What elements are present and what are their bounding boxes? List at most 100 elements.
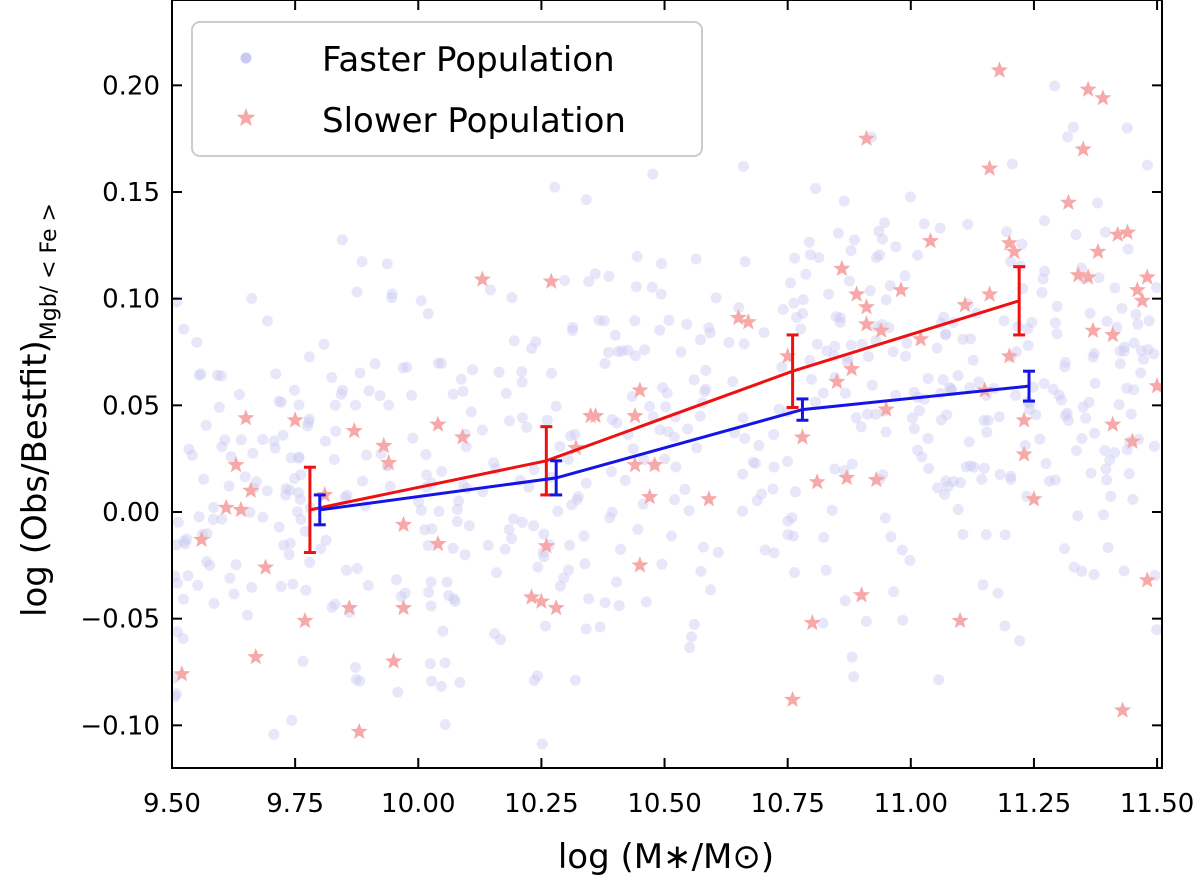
faster-point	[1024, 404, 1036, 416]
faster-point	[1047, 383, 1059, 395]
faster-point	[506, 292, 518, 304]
faster-point	[811, 338, 823, 350]
slower-point	[641, 488, 659, 505]
faster-point	[1049, 317, 1061, 329]
faster-point	[992, 587, 1004, 599]
faster-point	[482, 539, 494, 551]
faster-point	[940, 329, 952, 341]
slower-point	[1015, 411, 1033, 428]
faster-point	[1135, 345, 1147, 356]
faster-point	[855, 421, 867, 433]
faster-point	[1062, 131, 1074, 143]
faster-point	[172, 688, 182, 700]
slower-point	[1025, 490, 1043, 507]
faster-point	[244, 506, 256, 518]
faster-point	[879, 217, 891, 229]
faster-point	[467, 364, 478, 376]
slower-point	[242, 481, 260, 498]
series-line	[319, 384, 1030, 512]
faster-point	[797, 294, 809, 306]
faster-point	[846, 651, 858, 663]
faster-point	[832, 227, 844, 239]
faster-point	[594, 621, 606, 633]
faster-point	[804, 355, 816, 366]
y-tick-label: 0.20	[102, 71, 160, 101]
faster-point	[688, 618, 700, 630]
faster-point	[178, 593, 189, 605]
faster-point	[284, 537, 296, 549]
faster-point	[401, 361, 413, 373]
faster-point	[631, 250, 643, 262]
faster-point	[351, 286, 363, 298]
faster-point	[939, 488, 950, 500]
faster-point	[654, 424, 666, 436]
faster-point	[443, 590, 455, 601]
faster-point	[999, 529, 1011, 541]
faster-point	[426, 675, 438, 687]
faster-point	[273, 521, 285, 533]
faster-point	[293, 399, 305, 411]
faster-point	[922, 372, 934, 384]
faster-point	[349, 661, 361, 673]
slower-point	[990, 61, 1008, 78]
faster-point	[233, 388, 245, 400]
slower-point	[1079, 268, 1097, 285]
faster-point	[201, 528, 213, 540]
faster-point	[904, 554, 916, 566]
faster-point	[318, 338, 330, 350]
slower-point	[1123, 432, 1141, 449]
faster-point	[880, 426, 892, 438]
faster-point	[1089, 378, 1101, 389]
faster-population-scatter	[172, 80, 1162, 750]
faster-point	[789, 567, 801, 578]
faster-point	[1067, 121, 1079, 133]
faster-point	[540, 620, 552, 632]
faster-point	[1043, 475, 1055, 487]
faster-point	[791, 312, 802, 323]
faster-point	[846, 458, 858, 470]
faster-point	[908, 386, 920, 398]
faster-point	[567, 321, 579, 333]
faster-point	[860, 615, 872, 627]
slower-point	[700, 490, 718, 507]
slower-point	[872, 321, 890, 338]
faster-point	[978, 462, 990, 474]
faster-point	[1138, 353, 1150, 365]
faster-point	[931, 342, 943, 354]
slower-point	[626, 456, 644, 473]
faster-point	[936, 414, 947, 426]
faster-point	[1088, 348, 1100, 359]
x-tick-label: 11.25	[997, 789, 1071, 819]
faster-point	[503, 524, 515, 535]
faster-point	[1062, 415, 1074, 426]
faster-point	[508, 513, 520, 525]
faster-point	[191, 336, 203, 348]
faster-point	[604, 512, 616, 524]
faster-point	[973, 376, 985, 388]
faster-point	[1080, 412, 1092, 424]
slower-point	[394, 599, 413, 616]
faster-point	[644, 400, 656, 412]
faster-point	[848, 671, 860, 683]
faster-point	[1118, 341, 1130, 353]
slower-point	[173, 665, 191, 682]
slower-point	[838, 468, 856, 486]
faster-point	[580, 194, 592, 206]
slower-point	[1069, 266, 1087, 283]
slower-point	[542, 272, 560, 289]
faster-point	[1068, 561, 1080, 573]
faster-point	[805, 249, 817, 261]
faster-point	[900, 350, 911, 362]
faster-point	[439, 719, 451, 730]
faster-point	[335, 388, 347, 400]
faster-point	[399, 587, 411, 599]
faster-point	[964, 333, 976, 345]
slower-point	[286, 411, 304, 428]
faster-point	[980, 529, 992, 540]
faster-point	[569, 674, 581, 686]
faster-point	[965, 460, 977, 472]
faster-point	[785, 277, 796, 289]
faster-point	[871, 252, 882, 263]
faster-point	[350, 674, 362, 685]
slower-point	[385, 652, 403, 669]
